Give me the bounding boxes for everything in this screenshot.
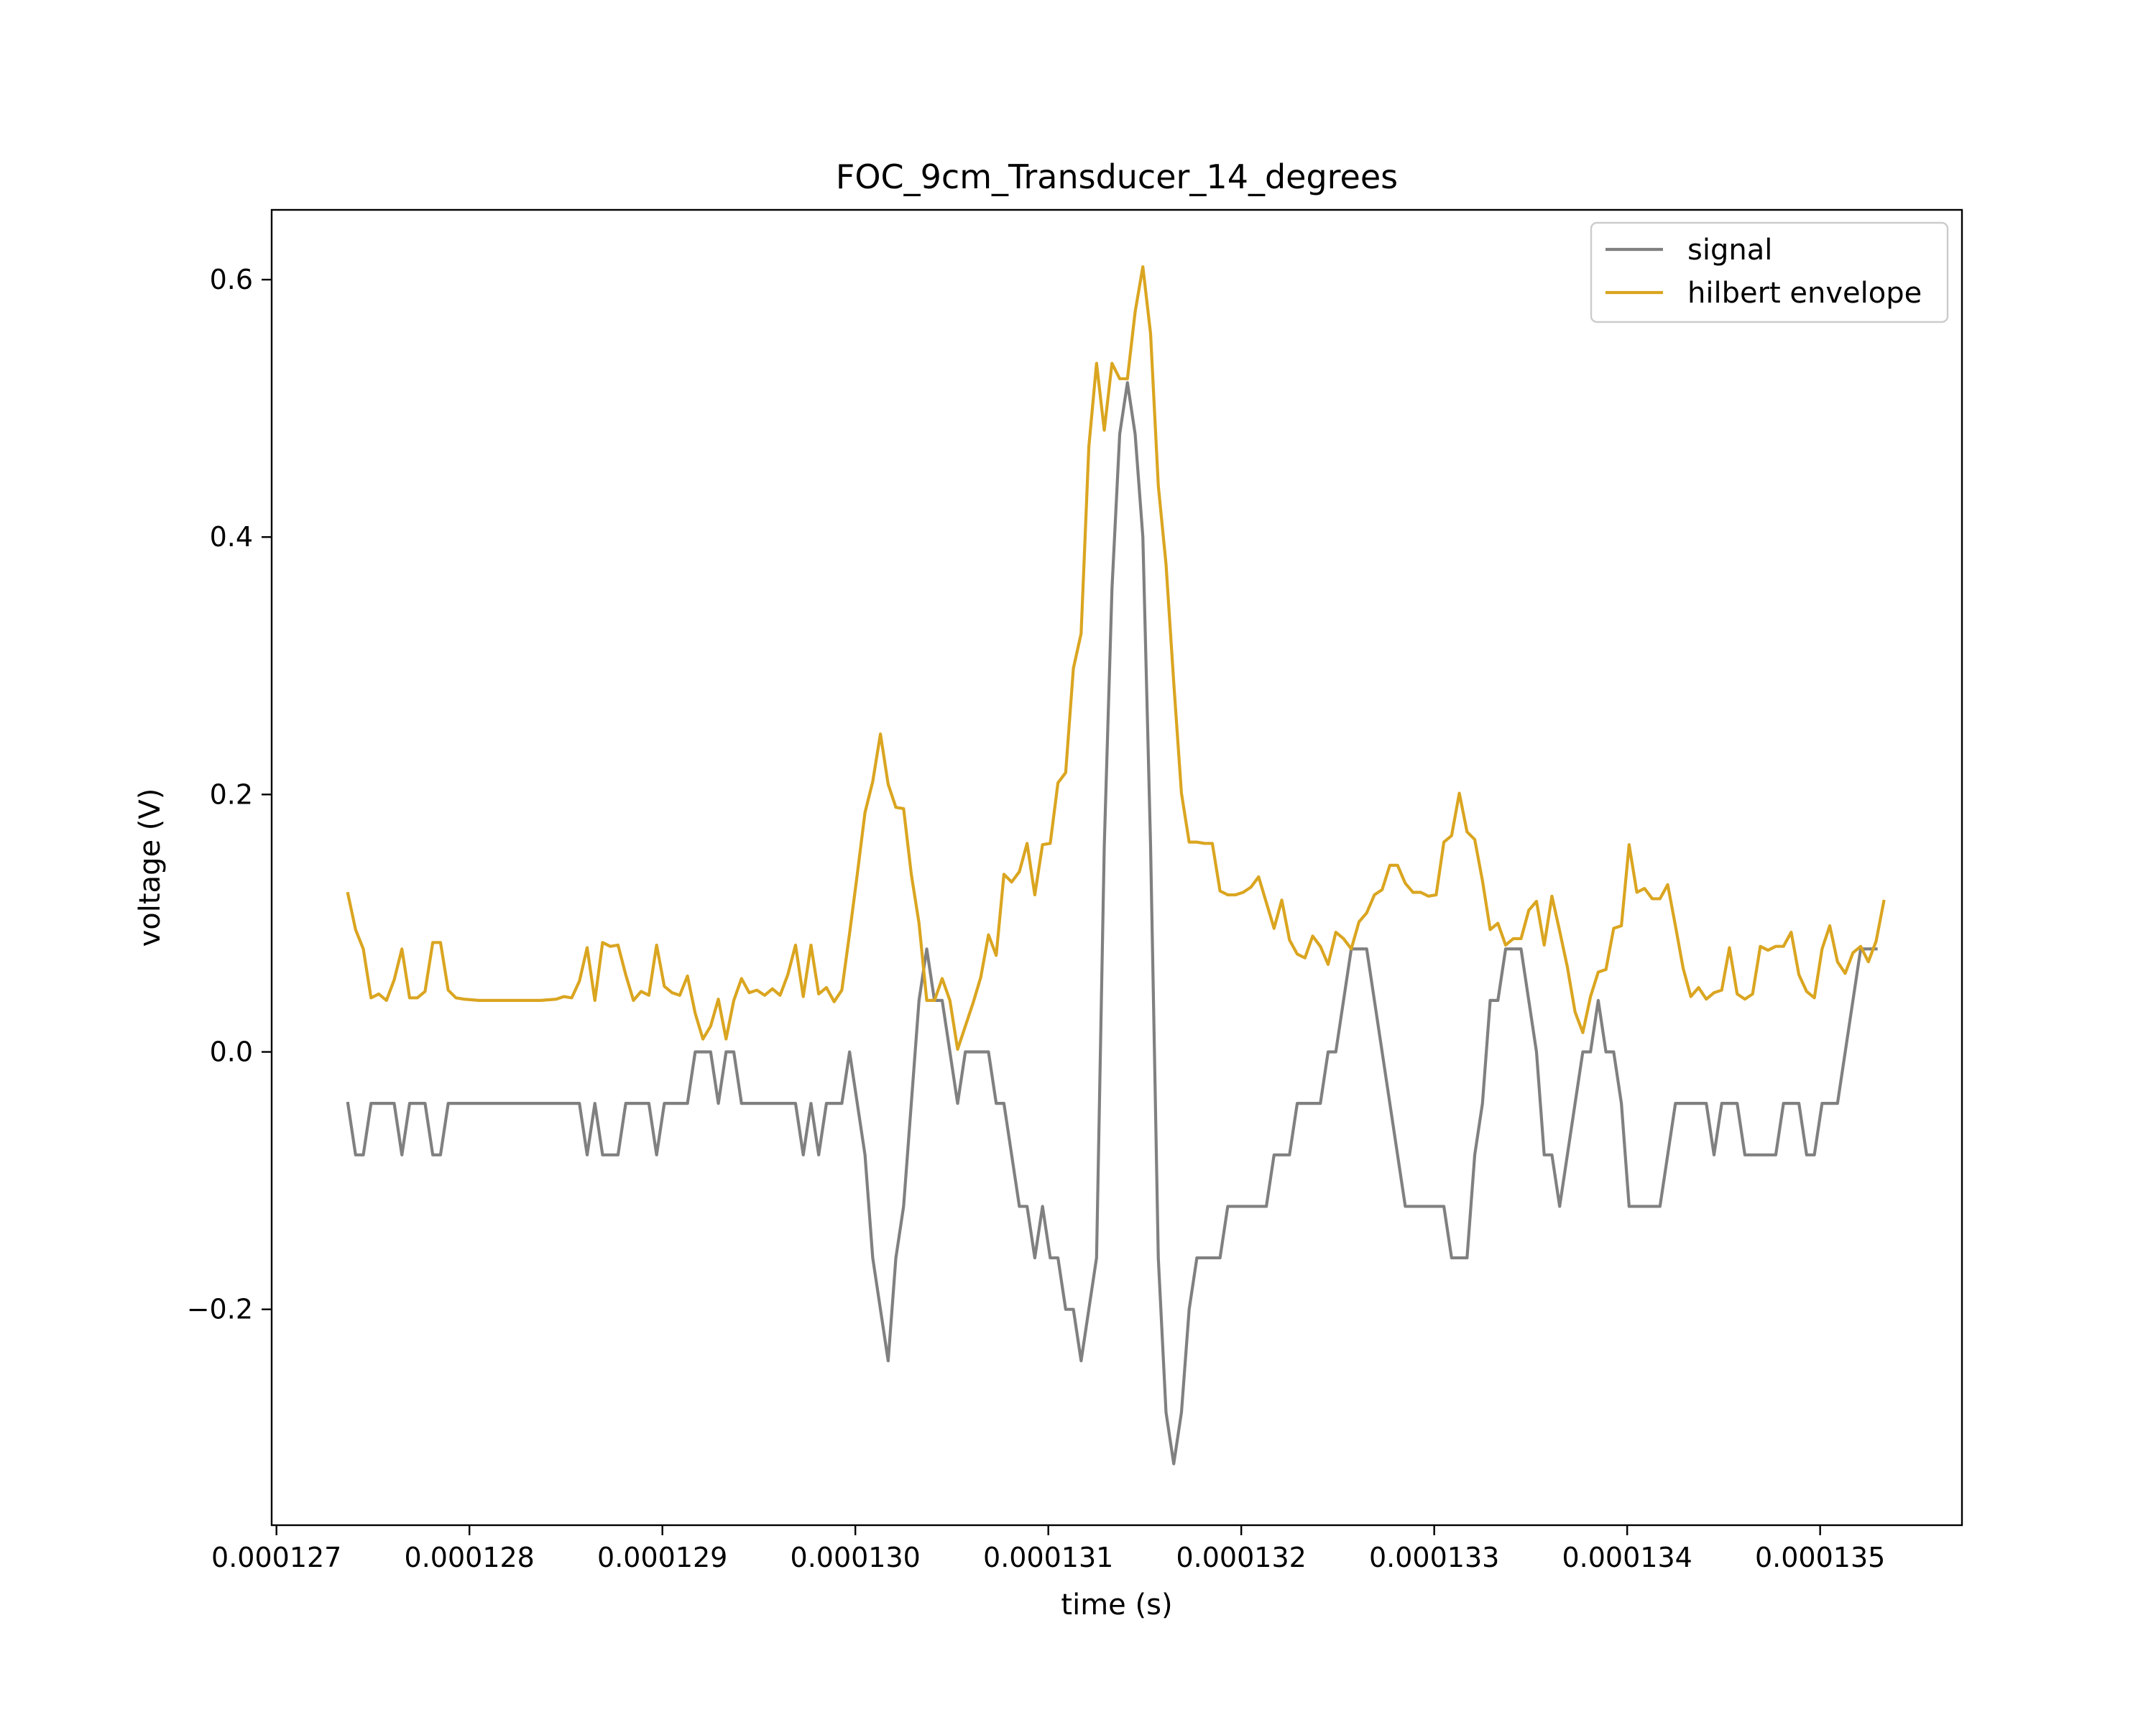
y-tick-label: −0.2 [187, 1294, 253, 1325]
x-tick-label: 0.000127 [211, 1542, 341, 1573]
x-tick-label: 0.000133 [1369, 1542, 1499, 1573]
x-tick-label: 0.000132 [1176, 1542, 1307, 1573]
series-line-signal [346, 381, 1878, 1466]
x-axis-label: time (s) [1061, 1588, 1172, 1622]
y-tick-label: 0.0 [210, 1036, 253, 1068]
x-tick-label: 0.000134 [1562, 1542, 1692, 1573]
legend-box [1590, 221, 1949, 323]
x-tick-label: 0.000128 [405, 1542, 535, 1573]
y-axis: −0.2 0.0 0.2 0.4 0.6 [187, 264, 272, 1325]
y-tick-label: 0.6 [210, 264, 253, 295]
x-tick-label: 0.000135 [1755, 1542, 1885, 1573]
axes-frame [270, 208, 1963, 1527]
x-axis: 0.000127 0.000128 0.000129 0.000130 0.000131… [211, 1525, 1885, 1573]
y-axis-label: voltage (V) [134, 788, 167, 947]
y-tick-label: 0.4 [210, 521, 253, 553]
x-tick-label: 0.000129 [597, 1542, 727, 1573]
legend-label: signal [1687, 234, 1772, 267]
x-tick-label: 0.000130 [791, 1542, 921, 1573]
x-tick-label: 0.000131 [983, 1542, 1113, 1573]
series-line-hilbert-envelope [346, 265, 1886, 1052]
legend: signal hilbert envelope [1590, 221, 1949, 323]
chart-title: FOC_9cm_Transducer_14_degrees [836, 157, 1398, 196]
plot-area [346, 265, 1886, 1466]
legend-label: hilbert envelope [1687, 277, 1922, 310]
y-tick-label: 0.2 [210, 778, 253, 810]
